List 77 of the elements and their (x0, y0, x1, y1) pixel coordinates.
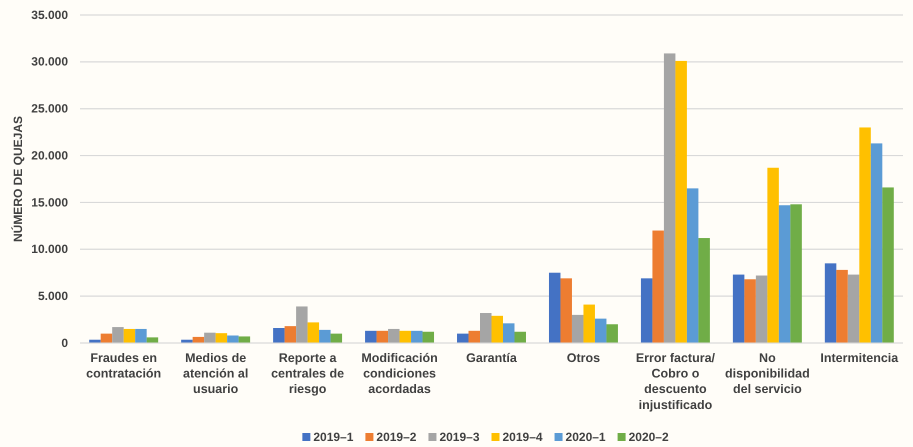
bar (640, 278, 652, 343)
y-tick-label: 35.000 (31, 8, 68, 22)
bar (89, 340, 101, 343)
bar (836, 270, 848, 343)
y-tick-label: 20.000 (31, 148, 68, 162)
legend-label: 2019–1 (313, 430, 354, 444)
bar (365, 330, 377, 343)
bar (686, 188, 698, 343)
bar (848, 274, 860, 343)
bar (756, 276, 768, 343)
bar (411, 330, 423, 343)
bar (778, 205, 790, 343)
bar (308, 322, 320, 343)
y-tick-label: 10.000 (31, 242, 68, 256)
bar (664, 53, 676, 343)
bar (124, 328, 136, 343)
bar (284, 326, 296, 343)
legend-label: 2019–3 (439, 430, 480, 444)
y-tick-label: 15.000 (31, 195, 68, 210)
x-tick-label: Modificación condiciones acordadas (361, 350, 438, 396)
bar (422, 332, 434, 343)
x-tick-label: Otros (566, 350, 600, 365)
bar (319, 330, 331, 343)
bar (204, 332, 216, 343)
y-axis-title: NÚMERO DE QUEJAS (11, 116, 25, 242)
x-tick-label: Reporte a centrales de riesgo (271, 350, 344, 396)
bar (675, 60, 687, 343)
bar (192, 336, 204, 343)
bar (227, 336, 239, 343)
bar (698, 238, 710, 343)
bar (468, 330, 480, 343)
bar (388, 328, 400, 343)
bar (100, 334, 112, 343)
bar (216, 333, 228, 343)
bar (296, 306, 308, 343)
bar (238, 336, 250, 343)
bar (606, 324, 618, 343)
bar (744, 279, 756, 343)
bar (457, 334, 469, 343)
bar (572, 314, 584, 343)
bar (181, 340, 193, 343)
bar (480, 313, 492, 343)
legend-label: 2020–2 (628, 430, 669, 444)
bar (548, 272, 560, 343)
x-tick-label: No disponibilidad del servicio (725, 350, 810, 396)
bar (652, 230, 664, 343)
y-tick-label: 5.000 (38, 288, 68, 303)
y-tick-label: 30.000 (31, 54, 68, 69)
legend-label: 2019–2 (376, 430, 417, 444)
bar (400, 330, 412, 343)
bar (870, 143, 882, 343)
bar (882, 187, 894, 343)
bar (859, 127, 871, 343)
x-tick-label: Garantía (466, 350, 518, 365)
x-tick-label: Medios de atención al usuario (182, 350, 248, 396)
bar (112, 327, 124, 343)
bar (492, 316, 503, 343)
y-tick-label: 25.000 (31, 102, 68, 116)
bar (790, 204, 802, 343)
legend-label: 2020–1 (566, 430, 606, 444)
legend-label: 2019–4 (502, 430, 543, 444)
x-tick-label: Error factura/ Cobro o descuento injustificado (636, 350, 716, 412)
bar (560, 278, 572, 343)
bar (135, 328, 147, 343)
bar (732, 274, 744, 343)
bar (594, 318, 606, 343)
bar (330, 334, 342, 343)
x-tick-label: Fraudes en contratación (86, 350, 162, 380)
bar (502, 323, 514, 343)
bar (514, 332, 526, 343)
y-tick-label: 0 (61, 336, 68, 350)
x-tick-label: Intermitencia (820, 350, 900, 365)
bar (824, 263, 836, 343)
bar (376, 330, 388, 343)
bar (767, 168, 779, 343)
bar (273, 328, 285, 343)
bar (583, 304, 595, 343)
